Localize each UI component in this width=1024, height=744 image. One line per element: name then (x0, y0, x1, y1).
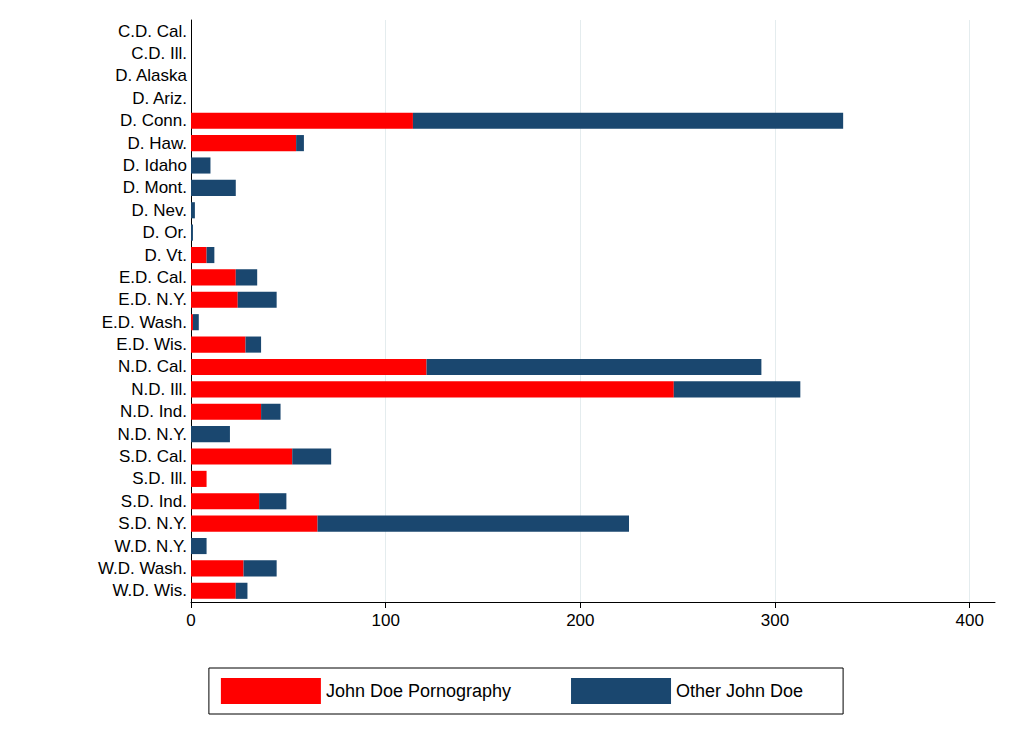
svg-text:300: 300 (761, 611, 789, 630)
svg-text:N.D. Cal.: N.D. Cal. (118, 357, 187, 376)
svg-text:W.D. Wis.: W.D. Wis. (112, 581, 187, 600)
svg-text:S.D. Ill.: S.D. Ill. (132, 469, 187, 488)
svg-text:D. Mont.: D. Mont. (123, 178, 187, 197)
svg-text:S.D. Ind.: S.D. Ind. (121, 492, 187, 511)
svg-text:D. Nev.: D. Nev. (132, 201, 187, 220)
svg-text:N.D. N.Y.: N.D. N.Y. (117, 425, 187, 444)
svg-text:0: 0 (186, 611, 195, 630)
svg-text:400: 400 (956, 611, 984, 630)
svg-text:D. Ariz.: D. Ariz. (132, 89, 187, 108)
svg-text:John Doe Pornography: John Doe Pornography (326, 681, 511, 701)
svg-text:D. Haw.: D. Haw. (127, 134, 187, 153)
svg-text:D. Vt.: D. Vt. (144, 246, 187, 265)
svg-text:E.D. Wis.: E.D. Wis. (116, 335, 187, 354)
svg-text:C.D. Cal.: C.D. Cal. (118, 22, 187, 41)
svg-text:D. Idaho: D. Idaho (123, 156, 187, 175)
svg-text:D. Alaska: D. Alaska (115, 66, 187, 85)
svg-text:N.D. Ind.: N.D. Ind. (120, 402, 187, 421)
svg-text:C.D. Ill.: C.D. Ill. (131, 44, 187, 63)
svg-text:S.D. N.Y.: S.D. N.Y. (118, 514, 187, 533)
svg-text:Other John Doe: Other John Doe (676, 681, 803, 701)
svg-text:N.D. Ill.: N.D. Ill. (131, 380, 187, 399)
svg-text:W.D. Wash.: W.D. Wash. (98, 559, 187, 578)
svg-text:D. Conn.: D. Conn. (120, 111, 187, 130)
svg-text:D. Or.: D. Or. (143, 223, 187, 242)
svg-text:200: 200 (566, 611, 594, 630)
svg-text:100: 100 (371, 611, 399, 630)
svg-text:S.D. Cal.: S.D. Cal. (119, 447, 187, 466)
svg-text:E.D. Cal.: E.D. Cal. (119, 268, 187, 287)
svg-text:E.D. N.Y.: E.D. N.Y. (118, 290, 187, 309)
svg-text:E.D. Wash.: E.D. Wash. (102, 313, 187, 332)
svg-text:W.D. N.Y.: W.D. N.Y. (115, 537, 187, 556)
